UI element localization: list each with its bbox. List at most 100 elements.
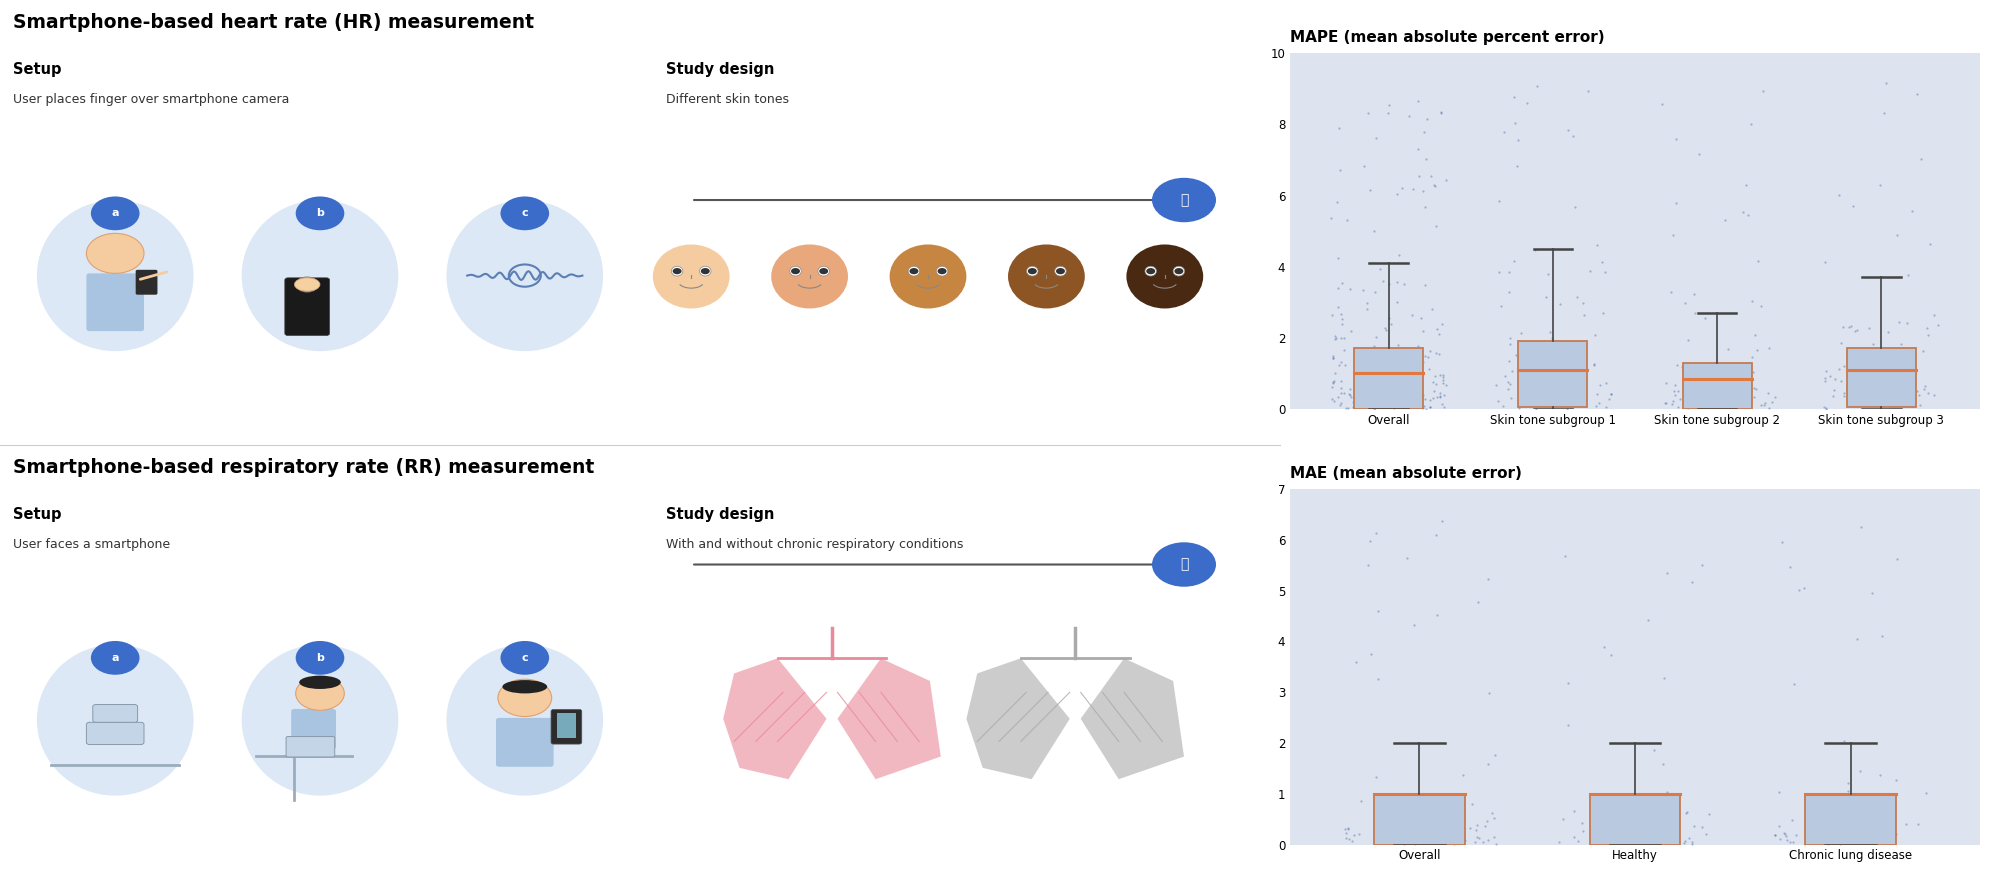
Point [1828,388,1860,403]
Point [1562,834,1594,848]
Point [1380,361,1412,375]
Point [1658,384,1690,398]
Point [1348,369,1380,383]
Circle shape [1152,542,1216,587]
Point [1818,834,1850,848]
Point [1866,832,1898,846]
Point [1376,356,1408,370]
Ellipse shape [772,244,848,308]
Point [1448,768,1480,782]
Point [1766,535,1798,549]
Point [1494,331,1526,345]
Point [1440,825,1472,839]
Point [1388,376,1420,390]
Point [1498,90,1530,104]
Point [1344,397,1376,412]
Point [1480,837,1512,851]
Point [1908,382,1940,396]
Point [1332,821,1364,836]
Point [1802,833,1834,847]
Text: Smartphone-based heart rate (HR) measurement: Smartphone-based heart rate (HR) measure… [12,13,534,32]
Point [1886,396,1918,411]
Point [1532,371,1564,385]
Point [1354,390,1386,404]
Point [1874,361,1906,375]
Point [1356,647,1388,661]
Ellipse shape [300,676,340,689]
Point [1414,344,1446,358]
Point [1672,332,1704,347]
Point [1388,837,1420,851]
Point [1884,315,1916,329]
Point [1594,826,1626,840]
Point [1334,382,1366,396]
Point [1432,835,1464,849]
Point [1508,382,1540,396]
FancyBboxPatch shape [556,713,576,738]
Point [1660,196,1692,210]
FancyBboxPatch shape [552,709,582,744]
Point [1736,294,1768,308]
Point [1334,388,1366,403]
Point [1646,757,1678,771]
FancyBboxPatch shape [1806,794,1896,845]
Point [1396,182,1428,196]
Point [1838,359,1870,373]
Point [1834,363,1866,377]
Point [1682,389,1714,404]
Point [1356,389,1388,404]
Point [1650,797,1682,812]
Point [1732,369,1764,383]
Point [1838,373,1870,388]
Point [1918,388,1950,402]
Point [1884,375,1916,389]
Point [1388,341,1420,356]
Point [1372,343,1404,357]
Point [1378,344,1410,358]
Point [1336,395,1368,409]
Point [1344,794,1376,808]
Point [1340,399,1372,413]
Point [1890,817,1922,831]
Point [1424,821,1456,836]
Point [1824,188,1856,202]
Point [1404,311,1436,325]
Text: Setup: Setup [12,507,62,522]
Point [1572,84,1604,98]
Point [1838,324,1870,338]
Point [1818,382,1850,396]
Point [1526,391,1558,405]
Point [1354,534,1386,549]
Point [1872,325,1904,340]
Point [1392,814,1424,829]
FancyBboxPatch shape [1156,278,1174,291]
Point [1550,402,1582,416]
Point [1912,386,1944,400]
Point [1494,265,1526,279]
Point [1372,809,1404,823]
Point [1900,86,1932,100]
Point [1640,813,1672,827]
Point [1426,368,1458,382]
Point [1358,386,1390,400]
Point [1410,152,1442,166]
Point [1424,390,1456,404]
Ellipse shape [790,266,802,276]
Point [1670,296,1702,310]
Point [1858,388,1890,403]
Point [1346,377,1378,391]
Point [1738,389,1770,404]
Point [1410,112,1442,126]
Point [1662,399,1694,413]
Point [1746,398,1778,412]
Point [1546,812,1578,826]
FancyBboxPatch shape [86,722,144,744]
Point [1422,829,1454,843]
Point [1396,400,1428,414]
Point [1422,389,1454,404]
Point [1698,382,1730,396]
Point [1580,399,1612,413]
Point [1638,790,1670,805]
Point [1590,400,1622,414]
Point [1730,377,1762,391]
